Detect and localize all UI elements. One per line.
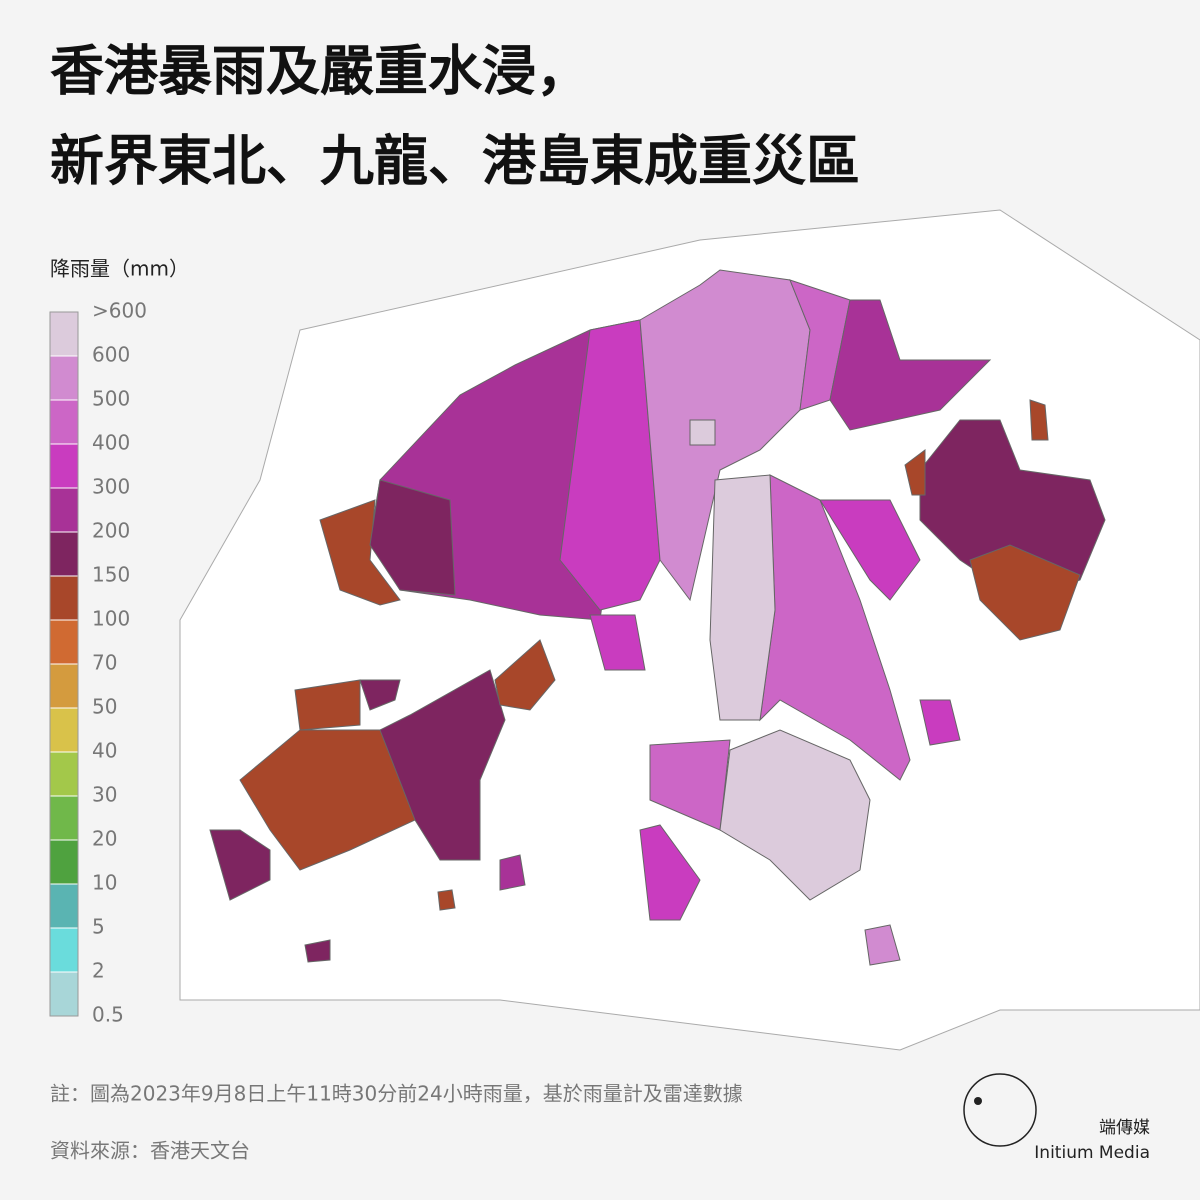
legend-swatch [49, 751, 79, 797]
legend-label: 20 [92, 827, 117, 851]
region [499, 854, 526, 891]
legend-swatch [49, 795, 79, 841]
logo [963, 1073, 1037, 1147]
region [359, 679, 401, 711]
legend-swatch [49, 355, 79, 401]
legend-swatch [49, 399, 79, 445]
title: 香港暴雨及嚴重水浸， [50, 40, 590, 103]
legend-label: 200 [92, 519, 130, 543]
legend-label: 70 [92, 651, 117, 675]
legend-frame [49, 311, 79, 1017]
region [304, 939, 331, 963]
legend-swatch [49, 443, 79, 489]
legend-swatch [49, 487, 79, 533]
rainfall-map [209, 269, 1106, 966]
region [589, 614, 646, 671]
legend-swatch [49, 575, 79, 621]
region [919, 419, 1106, 601]
legend-swatch [49, 311, 79, 357]
legend-label: 500 [92, 387, 130, 411]
legend-swatch [49, 883, 79, 929]
region [689, 419, 716, 446]
note: 註：圖為2023年9月8日上午11時30分前24小時雨量，基於雨量計及雷達數據 [50, 1082, 743, 1106]
source: 資料來源：香港天文台 [50, 1139, 250, 1163]
legend-label: 600 [92, 343, 130, 367]
legend-label: 100 [92, 607, 130, 631]
legend-swatch [49, 839, 79, 885]
region [829, 299, 992, 431]
region [369, 479, 456, 596]
logo-dot [974, 1097, 982, 1105]
region [209, 829, 271, 901]
brand-zh: 端傳媒 [1099, 1118, 1150, 1138]
region [904, 449, 926, 496]
legend-label: 0.5 [92, 1003, 124, 1027]
region [494, 639, 556, 711]
legend-label: 300 [92, 475, 130, 499]
region [719, 729, 871, 901]
legend-swatch [49, 971, 79, 1017]
legend: >600 600 500 400 300 200 150 100 70 50 40 30 20 10 5 2 0… [49, 299, 147, 1027]
legend-label: 5 [92, 915, 105, 939]
region [294, 679, 361, 731]
legend-label: 50 [92, 695, 117, 719]
region [639, 824, 701, 921]
region [319, 499, 401, 606]
legend-label: 150 [92, 563, 130, 587]
legend-swatch [49, 531, 79, 577]
legend-title: 降雨量（mm） [50, 257, 189, 281]
title: 新界東北、九龍、港島東成重災區 [50, 130, 860, 193]
region [789, 279, 851, 411]
region [864, 924, 901, 966]
region [969, 544, 1081, 641]
region [819, 499, 921, 601]
legend-swatch [49, 927, 79, 973]
legend-swatch [49, 663, 79, 709]
region [709, 474, 776, 721]
region [379, 669, 506, 861]
brand-en: Initium Media [1034, 1143, 1150, 1163]
region [437, 889, 456, 911]
legend-label: 2 [92, 959, 105, 983]
legend-label: 30 [92, 783, 117, 807]
legend-label: >600 [92, 299, 147, 323]
legend-label: 10 [92, 871, 117, 895]
legend-label: 40 [92, 739, 117, 763]
region [919, 699, 961, 746]
legend-swatch [49, 707, 79, 753]
legend-swatch [49, 619, 79, 665]
region [1029, 399, 1049, 441]
legend-label: 400 [92, 431, 130, 455]
